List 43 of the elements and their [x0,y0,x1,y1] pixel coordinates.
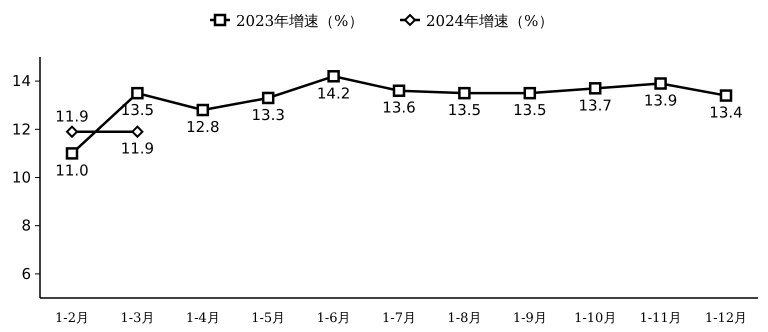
data-label: 13.5 [120,101,154,120]
y-tick-label: 14 [12,72,31,90]
x-tick-label: 1-9月 [512,311,547,326]
data-label: 14.2 [316,84,350,102]
point [66,147,78,160]
point [131,86,144,100]
y-tick-label: 8 [21,216,31,235]
legend-label: 2024年增速（%） [426,12,554,30]
point [524,86,536,100]
point [262,92,274,104]
x-tick-label: 1-11月 [639,311,682,326]
x-tick-label: 1-2月 [55,311,89,326]
data-label: 13.5 [513,101,547,120]
data-label: 12.8 [186,118,220,136]
x-tick-label: 1-4月 [186,311,220,326]
data-label: 13.6 [382,98,416,117]
point [458,86,471,100]
y-tick-label: 12 [12,120,31,138]
data-label: 11.9 [55,108,89,126]
data-label: 13.7 [578,96,612,114]
x-tick-label: 1-5月 [251,311,286,326]
x-tick-label: 1-10月 [574,311,616,326]
x-tick-label: 1-6月 [316,311,351,326]
point [392,84,406,97]
point [588,82,602,95]
data-label: 11.9 [120,140,154,158]
data-label: 13.3 [251,106,285,124]
point [66,126,78,138]
data-label: 13.4 [709,104,743,122]
point [327,70,340,83]
data-label: 11.0 [55,161,89,180]
x-tick-label: 1-12月 [704,311,748,326]
point [654,77,667,90]
x-tick-label: 1-3月 [120,311,154,326]
data-label: 13.9 [644,92,678,110]
legend-label: 2023年增速（%） [236,12,364,30]
y-tick-label: 6 [21,264,31,283]
x-tick-label: 1-8月 [447,311,482,326]
y-tick-label: 10 [12,168,31,186]
x-tick-label: 1-7月 [382,311,416,326]
data-label: 13.5 [448,101,482,120]
point [196,104,210,116]
point [720,89,732,102]
